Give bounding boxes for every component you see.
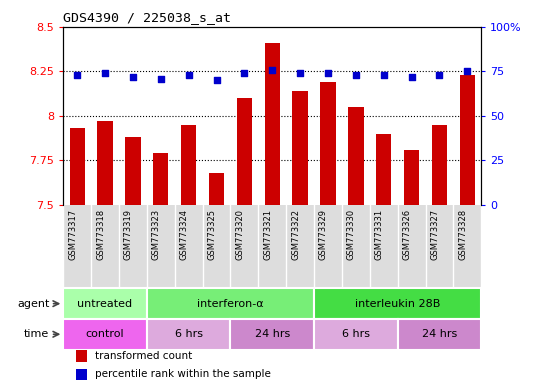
Bar: [76, 350, 87, 362]
Bar: [314, 319, 398, 349]
Bar: [432, 125, 447, 205]
Bar: [236, 98, 252, 205]
Bar: [230, 319, 314, 349]
Bar: [209, 173, 224, 205]
Text: GSM773327: GSM773327: [431, 209, 439, 260]
Bar: [181, 125, 196, 205]
Text: 6 hrs: 6 hrs: [175, 329, 202, 339]
Text: GSM773320: GSM773320: [235, 209, 244, 260]
Bar: [97, 121, 113, 205]
Text: control: control: [86, 329, 124, 339]
Text: GSM773318: GSM773318: [96, 209, 105, 260]
Point: [129, 74, 138, 80]
Text: GDS4390 / 225038_s_at: GDS4390 / 225038_s_at: [63, 11, 231, 24]
Bar: [398, 319, 481, 349]
Bar: [147, 319, 230, 349]
Bar: [125, 137, 141, 205]
Bar: [320, 82, 336, 205]
Bar: [293, 91, 308, 205]
Text: interleukin 28B: interleukin 28B: [355, 299, 441, 309]
Text: GSM773324: GSM773324: [180, 209, 189, 260]
Text: 6 hrs: 6 hrs: [342, 329, 370, 339]
Text: GSM773329: GSM773329: [319, 209, 328, 260]
Text: GSM773330: GSM773330: [347, 209, 356, 260]
Text: GSM773322: GSM773322: [291, 209, 300, 260]
Bar: [348, 107, 364, 205]
Bar: [63, 288, 147, 319]
Bar: [314, 288, 481, 319]
Text: GSM773319: GSM773319: [124, 209, 133, 260]
Point: [184, 72, 193, 78]
Point: [156, 75, 165, 81]
Text: percentile rank within the sample: percentile rank within the sample: [95, 369, 271, 379]
Text: GSM773331: GSM773331: [375, 209, 384, 260]
Text: 24 hrs: 24 hrs: [255, 329, 290, 339]
Bar: [265, 43, 280, 205]
Point: [463, 68, 472, 74]
Bar: [153, 153, 168, 205]
Text: GSM773326: GSM773326: [403, 209, 411, 260]
Point: [351, 72, 360, 78]
Bar: [76, 369, 87, 380]
Text: GSM773317: GSM773317: [68, 209, 77, 260]
Point: [212, 77, 221, 83]
Text: interferon-α: interferon-α: [197, 299, 264, 309]
Point: [407, 74, 416, 80]
Point: [268, 66, 277, 73]
Bar: [404, 150, 419, 205]
Point: [296, 70, 305, 76]
Text: GSM773328: GSM773328: [458, 209, 468, 260]
Text: GSM773323: GSM773323: [152, 209, 161, 260]
Bar: [147, 288, 314, 319]
Text: 24 hrs: 24 hrs: [422, 329, 457, 339]
Text: transformed count: transformed count: [95, 351, 192, 361]
Bar: [376, 134, 392, 205]
Point: [379, 72, 388, 78]
Bar: [69, 128, 85, 205]
Text: GSM773325: GSM773325: [207, 209, 217, 260]
Bar: [63, 319, 147, 349]
Point: [101, 70, 109, 76]
Bar: [460, 75, 475, 205]
Point: [73, 72, 81, 78]
Text: time: time: [24, 329, 50, 339]
Text: untreated: untreated: [78, 299, 133, 309]
Text: agent: agent: [17, 299, 50, 309]
Text: GSM773321: GSM773321: [263, 209, 272, 260]
Point: [435, 72, 444, 78]
Point: [323, 70, 332, 76]
Point: [240, 70, 249, 76]
